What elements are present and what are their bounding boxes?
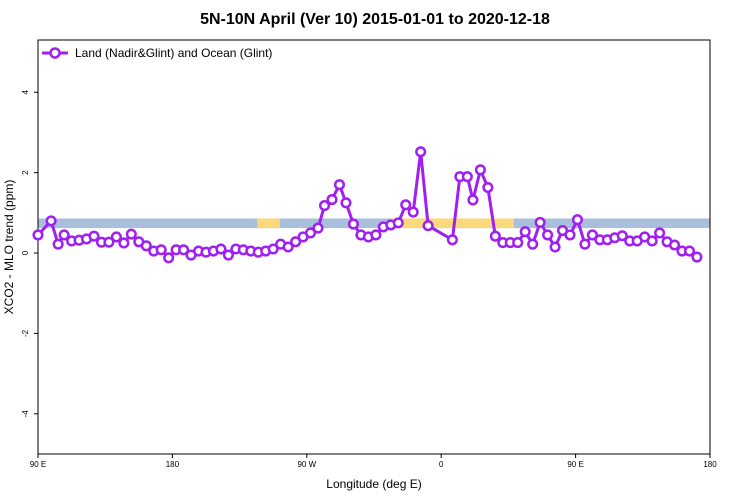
x-tick-label: 90 E bbox=[567, 460, 583, 469]
data-point bbox=[691, 251, 703, 263]
data-point bbox=[52, 238, 64, 250]
data-point bbox=[579, 238, 591, 250]
data-point bbox=[446, 234, 458, 246]
ocean-band bbox=[38, 218, 710, 229]
y-tick-label: 4 bbox=[21, 89, 30, 94]
land-band-segment-1 bbox=[257, 218, 280, 229]
data-point bbox=[125, 228, 137, 240]
data-point bbox=[340, 197, 352, 209]
data-point bbox=[326, 194, 338, 206]
data-point bbox=[155, 244, 167, 256]
data-point bbox=[654, 227, 666, 239]
data-point bbox=[549, 241, 561, 253]
x-tick-label: 180 bbox=[703, 460, 717, 469]
legend: Land (Nadir&Glint) and Ocean (Glint) bbox=[42, 46, 272, 60]
data-point bbox=[646, 235, 658, 247]
data-point bbox=[527, 238, 539, 250]
data-point bbox=[542, 229, 554, 241]
x-axis-label: Longitude (deg E) bbox=[326, 477, 421, 491]
data-point bbox=[318, 200, 331, 212]
data-point bbox=[407, 206, 419, 218]
data-point bbox=[474, 164, 486, 176]
data-point bbox=[178, 244, 190, 256]
data-point bbox=[45, 215, 57, 227]
data-point bbox=[215, 243, 227, 255]
y-tick-label: 0 bbox=[21, 250, 30, 255]
data-point bbox=[312, 222, 324, 234]
data-point bbox=[519, 226, 531, 238]
data-point bbox=[461, 171, 473, 183]
data-point bbox=[267, 243, 279, 255]
data-point bbox=[370, 229, 382, 241]
data-point bbox=[482, 181, 494, 194]
data-point bbox=[683, 245, 696, 257]
data-point bbox=[32, 229, 44, 241]
data-point bbox=[668, 239, 681, 251]
data-point bbox=[58, 229, 70, 241]
data-point bbox=[110, 231, 122, 243]
data-point bbox=[140, 240, 152, 252]
y-axis: -4 -2 0 2 4 bbox=[21, 89, 38, 417]
data-point bbox=[586, 229, 598, 241]
data-point bbox=[564, 229, 576, 241]
land-band-segment-2 bbox=[390, 218, 514, 229]
data-point bbox=[400, 199, 412, 211]
y-tick-label: -4 bbox=[21, 410, 30, 418]
data-point bbox=[163, 252, 175, 264]
legend-swatch-marker bbox=[49, 47, 61, 59]
data-point bbox=[282, 241, 294, 253]
data-point bbox=[422, 220, 434, 232]
legend-label: Land (Nadir&Glint) and Ocean (Glint) bbox=[75, 46, 272, 60]
data-point bbox=[222, 249, 234, 261]
x-tick-label: 90 E bbox=[30, 460, 46, 469]
series-layer bbox=[32, 146, 703, 264]
data-point bbox=[512, 237, 524, 249]
data-point bbox=[534, 216, 546, 229]
data-point bbox=[415, 146, 427, 158]
x-tick-label: 90 W bbox=[297, 460, 316, 469]
data-point bbox=[103, 236, 115, 248]
data-point bbox=[392, 217, 404, 229]
data-point bbox=[489, 230, 501, 242]
land-ocean-band bbox=[38, 218, 710, 229]
x-axis: 90 E 180 90 W 0 90 E 180 bbox=[30, 454, 717, 469]
data-point bbox=[467, 194, 479, 206]
data-point bbox=[571, 214, 584, 226]
data-point bbox=[304, 227, 317, 239]
data-point bbox=[347, 218, 360, 230]
y-tick-label: -2 bbox=[21, 329, 30, 337]
data-point bbox=[616, 230, 628, 242]
data-point bbox=[88, 230, 100, 242]
data-point bbox=[290, 236, 302, 248]
plot-frame bbox=[37, 39, 711, 455]
y-axis-label: XCO2 - MLO trend (ppm) bbox=[2, 180, 16, 315]
x-tick-label: 180 bbox=[166, 460, 180, 469]
chart-title: 5N-10N April (Ver 10) 2015-01-01 to 2020… bbox=[200, 11, 550, 28]
x-tick-label: 0 bbox=[439, 460, 444, 469]
y-tick-label: 2 bbox=[21, 170, 30, 175]
data-point bbox=[118, 237, 130, 249]
data-point bbox=[333, 179, 346, 191]
